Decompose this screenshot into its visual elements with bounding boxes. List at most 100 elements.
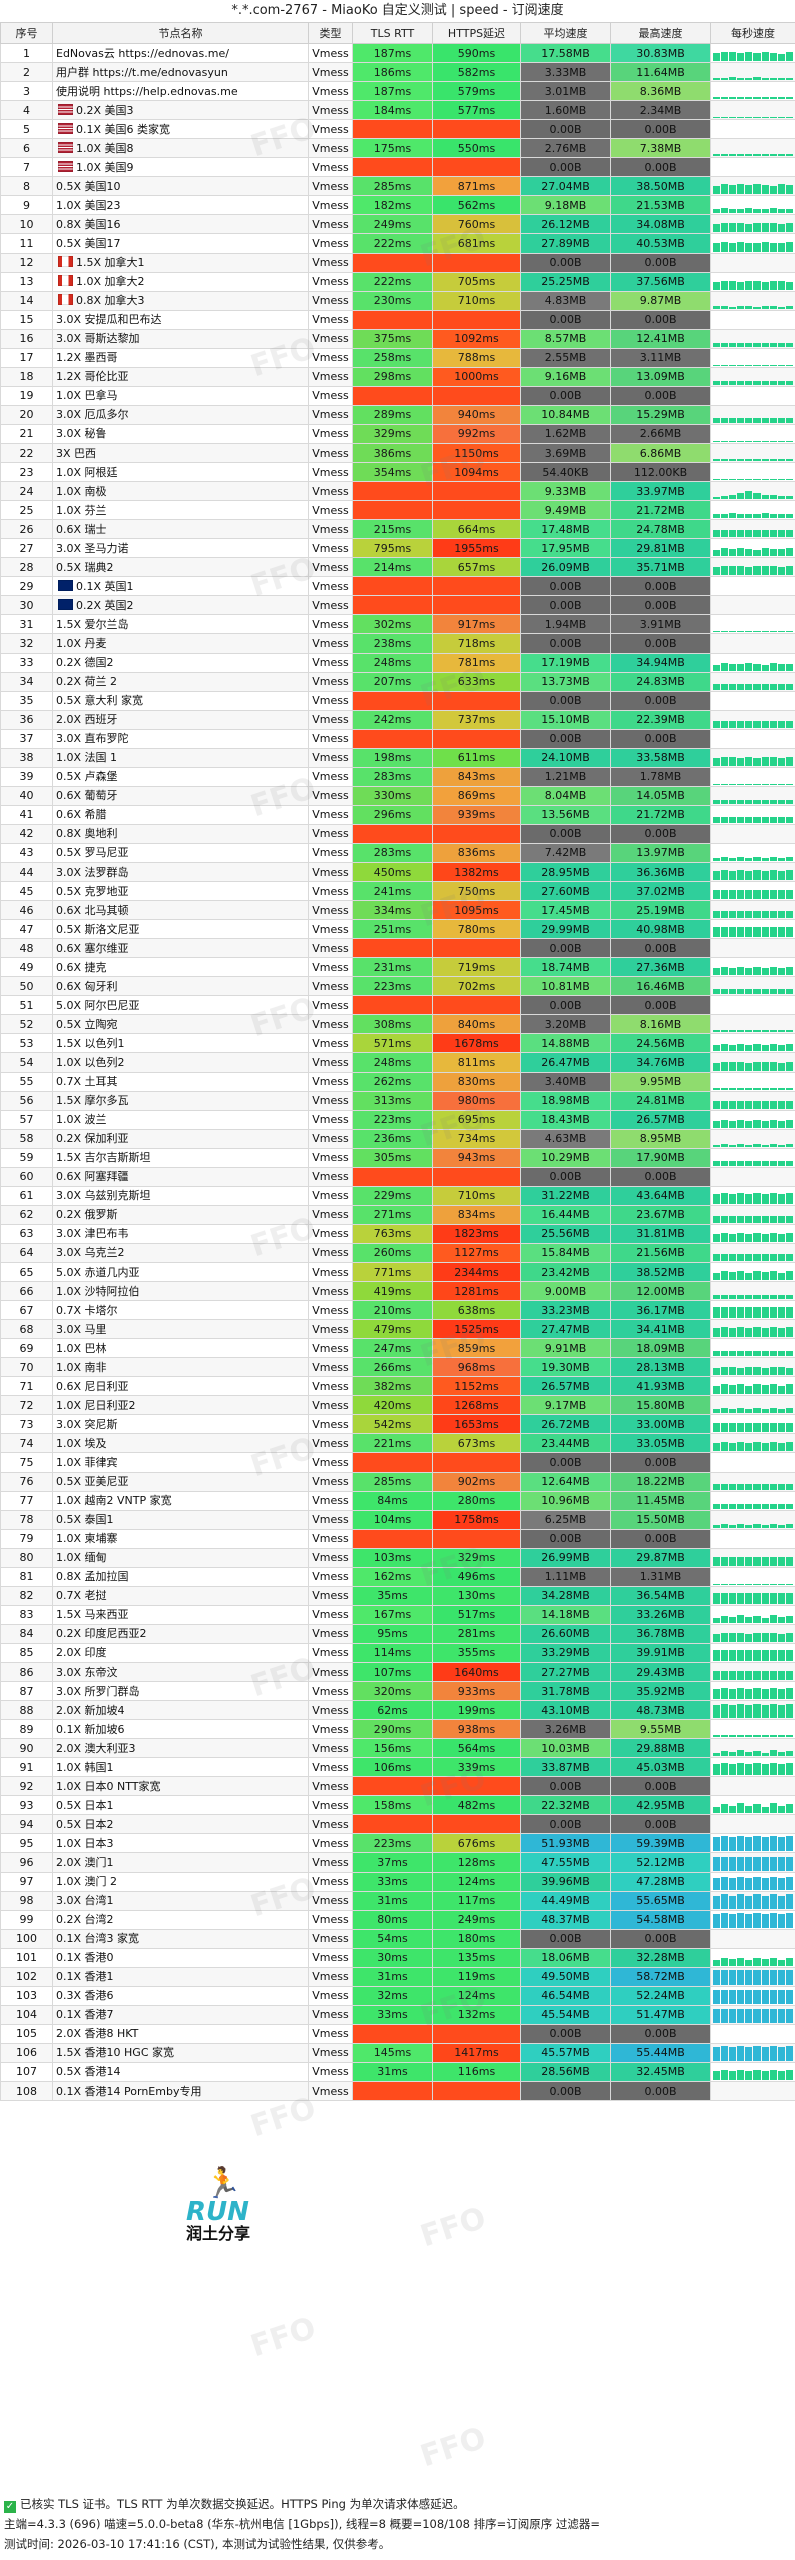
- header-max-speed[interactable]: 最高速度: [610, 22, 711, 44]
- table-row[interactable]: 99 0.2X 台湾2 Vmess 80ms 249ms 48.37MB 54.58MB: [0, 1909, 795, 1930]
- table-row[interactable]: 67 0.7X 卡塔尔 Vmess 210ms 638ms 33.23MB 36.17MB: [0, 1300, 795, 1321]
- table-row[interactable]: 21 3.0X 秘鲁 Vmess 329ms 992ms 1.62MB 2.66MB: [0, 423, 795, 444]
- table-row[interactable]: 2 用户群 https://t.me/ednovasyun Vmess 186ms 58…: [0, 62, 795, 83]
- table-row[interactable]: 60 0.6X 阿塞拜疆 Vmess 0.00B 0.00B: [0, 1166, 795, 1187]
- table-row[interactable]: 103 0.3X 香港6 Vmess 32ms 124ms 46.54MB 52.24MB: [0, 1985, 795, 2006]
- table-row[interactable]: 101 0.1X 香港0 Vmess 30ms 135ms 18.06MB 32.28MB: [0, 1947, 795, 1968]
- table-row[interactable]: 18 1.2X 哥伦比亚 Vmess 298ms 1000ms 9.16MB 13.09MB: [0, 366, 795, 387]
- table-row[interactable]: 39 0.5X 卢森堡 Vmess 283ms 843ms 1.21MB 1.78MB: [0, 766, 795, 787]
- table-row[interactable]: 5 0.1X 美国6 类家宽 Vmess 0.00B 0.00B: [0, 119, 795, 140]
- table-row[interactable]: 83 1.5X 马来西亚 Vmess 167ms 517ms 14.18MB 33.26MB: [0, 1604, 795, 1625]
- table-row[interactable]: 38 1.0X 法国 1 Vmess 198ms 611ms 24.10MB 33.58MB: [0, 747, 795, 768]
- table-row[interactable]: 15 3.0X 安提瓜和巴布达 Vmess 0.00B 0.00B: [0, 309, 795, 330]
- table-row[interactable]: 8 0.5X 美国10 Vmess 285ms 871ms 27.04MB 38.50MB: [0, 176, 795, 197]
- table-row[interactable]: 85 2.0X 印度 Vmess 114ms 355ms 33.29MB 39.91MB: [0, 1642, 795, 1663]
- table-row[interactable]: 91 1.0X 韩国1 Vmess 106ms 339ms 33.87MB 45.03MB: [0, 1757, 795, 1778]
- table-row[interactable]: 97 1.0X 澳门 2 Vmess 33ms 124ms 39.96MB 47.28MB: [0, 1871, 795, 1892]
- table-row[interactable]: 72 1.0X 尼日利亚2 Vmess 420ms 1268ms 9.17MB 15.80M…: [0, 1395, 795, 1416]
- table-row[interactable]: 93 0.5X 日本1 Vmess 158ms 482ms 22.32MB 42.95MB: [0, 1795, 795, 1816]
- table-row[interactable]: 9 1.0X 美国23 Vmess 182ms 562ms 9.18MB 21.53MB: [0, 195, 795, 216]
- table-row[interactable]: 49 0.6X 捷克 Vmess 231ms 719ms 18.74MB 27.36MB: [0, 957, 795, 978]
- header-https-latency[interactable]: HTTPS延迟: [432, 22, 521, 44]
- table-row[interactable]: 107 0.5X 香港14 Vmess 31ms 116ms 28.56MB 32.45MB: [0, 2061, 795, 2083]
- table-row[interactable]: 19 1.0X 巴拿马 Vmess 0.00B 0.00B: [0, 385, 795, 406]
- table-row[interactable]: 62 0.2X 俄罗斯 Vmess 271ms 834ms 16.44MB 23.67MB: [0, 1204, 795, 1225]
- table-row[interactable]: 37 3.0X 直布罗陀 Vmess 0.00B 0.00B: [0, 728, 795, 749]
- table-row[interactable]: 32 1.0X 丹麦 Vmess 238ms 718ms 0.00B 0.00B: [0, 633, 795, 654]
- table-row[interactable]: 104 0.1X 香港7 Vmess 33ms 132ms 45.54MB 51.47MB: [0, 2004, 795, 2025]
- table-row[interactable]: 28 0.5X 瑞典2 Vmess 214ms 657ms 26.09MB 35.71MB: [0, 557, 795, 578]
- table-row[interactable]: 10 0.8X 美国16 Vmess 249ms 760ms 26.12MB 34.08MB: [0, 214, 795, 235]
- table-row[interactable]: 30 0.2X 英国2 Vmess 0.00B 0.00B: [0, 595, 795, 616]
- table-row[interactable]: 58 0.2X 保加利亚 Vmess 236ms 734ms 4.63MB 8.95MB: [0, 1128, 795, 1149]
- table-row[interactable]: 48 0.6X 塞尔维亚 Vmess 0.00B 0.00B: [0, 938, 795, 959]
- table-row[interactable]: 66 1.0X 沙特阿拉伯 Vmess 419ms 1281ms 9.00MB 12.00M…: [0, 1281, 795, 1302]
- table-row[interactable]: 22 3X 巴西 Vmess 386ms 1150ms 3.69MB 6.86MB: [0, 442, 795, 464]
- table-row[interactable]: 11 0.5X 美国17 Vmess 222ms 681ms 27.89MB 40.53MB: [0, 233, 795, 254]
- table-row[interactable]: 77 1.0X 越南2 VNTP 家宽 Vmess 84ms 280ms 10.96MB 1…: [0, 1490, 795, 1511]
- table-row[interactable]: 35 0.5X 意大利 家宽 Vmess 0.00B 0.00B: [0, 690, 795, 711]
- table-row[interactable]: 12 1.5X 加拿大1 Vmess 0.00B 0.00B: [0, 252, 795, 273]
- table-row[interactable]: 46 0.6X 北马其顿 Vmess 334ms 1095ms 17.45MB 25.19M…: [0, 900, 795, 921]
- header-avg-speed[interactable]: 平均速度: [520, 22, 611, 44]
- table-row[interactable]: 44 3.0X 法罗群岛 Vmess 450ms 1382ms 28.95MB 36.36M…: [0, 862, 795, 883]
- table-row[interactable]: 71 0.6X 尼日利亚 Vmess 382ms 1152ms 26.57MB 41.93M…: [0, 1376, 795, 1397]
- table-row[interactable]: 73 3.0X 突尼斯 Vmess 542ms 1653ms 26.72MB 33.00MB: [0, 1414, 795, 1435]
- table-row[interactable]: 100 0.1X 台湾3 家宽 Vmess 54ms 180ms 0.00B 0.00B: [0, 1928, 795, 1949]
- table-row[interactable]: 76 0.5X 亚美尼亚 Vmess 285ms 902ms 12.64MB 18.22MB: [0, 1471, 795, 1492]
- table-row[interactable]: 33 0.2X 德国2 Vmess 248ms 781ms 17.19MB 34.94MB: [0, 652, 795, 673]
- header-per-second-speed[interactable]: 每秒速度: [710, 22, 795, 44]
- table-row[interactable]: 29 0.1X 英国1 Vmess 0.00B 0.00B: [0, 576, 795, 597]
- header-tls-rtt[interactable]: TLS RTT: [352, 22, 433, 44]
- table-row[interactable]: 55 0.7X 土耳其 Vmess 262ms 830ms 3.40MB 9.95MB: [0, 1071, 795, 1092]
- table-row[interactable]: 16 3.0X 哥斯达黎加 Vmess 375ms 1092ms 8.57MB 12.41M…: [0, 328, 795, 349]
- table-row[interactable]: 40 0.6X 葡萄牙 Vmess 330ms 869ms 8.04MB 14.05MB: [0, 785, 795, 806]
- table-row[interactable]: 6 1.0X 美国8 Vmess 175ms 550ms 2.76MB 7.38MB: [0, 138, 795, 159]
- table-row[interactable]: 27 3.0X 圣马力诺 Vmess 795ms 1955ms 17.95MB 29.81M…: [0, 538, 795, 559]
- table-row[interactable]: 84 0.2X 印度尼西亚2 Vmess 95ms 281ms 26.60MB 36.78M…: [0, 1623, 795, 1644]
- table-row[interactable]: 7 1.0X 美国9 Vmess 0.00B 0.00B: [0, 157, 795, 178]
- table-row[interactable]: 61 3.0X 乌兹别克斯坦 Vmess 229ms 710ms 31.22MB 43.64…: [0, 1185, 795, 1206]
- table-row[interactable]: 23 1.0X 阿根廷 Vmess 354ms 1094ms 54.40KB 112.00K…: [0, 462, 795, 483]
- table-row[interactable]: 78 0.5X 泰国1 Vmess 104ms 1758ms 6.25MB 15.50MB: [0, 1509, 795, 1530]
- table-row[interactable]: 95 1.0X 日本3 Vmess 223ms 676ms 51.93MB 59.39MB: [0, 1833, 795, 1854]
- table-row[interactable]: 88 2.0X 新加坡4 Vmess 62ms 199ms 43.10MB 48.73MB: [0, 1700, 795, 1721]
- table-row[interactable]: 13 1.0X 加拿大2 Vmess 222ms 705ms 25.25MB 37.56MB: [0, 271, 795, 292]
- table-row[interactable]: 92 1.0X 日本0 NTT家宽 Vmess 0.00B 0.00B: [0, 1776, 795, 1797]
- table-row[interactable]: 96 2.0X 澳门1 Vmess 37ms 128ms 47.55MB 52.12MB: [0, 1852, 795, 1873]
- table-row[interactable]: 4 0.2X 美国3 Vmess 184ms 577ms 1.60MB 2.34MB: [0, 100, 795, 121]
- table-row[interactable]: 90 2.0X 澳大利亚3 Vmess 156ms 564ms 10.03MB 29.88M…: [0, 1738, 795, 1759]
- table-row[interactable]: 31 1.5X 爱尔兰岛 Vmess 302ms 917ms 1.94MB 3.91MB: [0, 614, 795, 635]
- table-row[interactable]: 79 1.0X 柬埔寨 Vmess 0.00B 0.00B: [0, 1528, 795, 1549]
- table-row[interactable]: 59 1.5X 吉尔吉斯斯坦 Vmess 305ms 943ms 10.29MB 17.90…: [0, 1147, 795, 1168]
- table-row[interactable]: 3 使用说明 https://help.ednovas.me Vmess 187ms 5…: [0, 81, 795, 102]
- table-row[interactable]: 69 1.0X 巴林 Vmess 247ms 859ms 9.91MB 18.09MB: [0, 1338, 795, 1359]
- table-row[interactable]: 50 0.6X 匈牙利 Vmess 223ms 702ms 10.81MB 16.46MB: [0, 976, 795, 997]
- table-row[interactable]: 14 0.8X 加拿大3 Vmess 230ms 710ms 4.83MB 9.87MB: [0, 290, 795, 311]
- table-row[interactable]: 94 0.5X 日本2 Vmess 0.00B 0.00B: [0, 1814, 795, 1835]
- table-row[interactable]: 17 1.2X 墨西哥 Vmess 258ms 788ms 2.55MB 3.11MB: [0, 347, 795, 368]
- table-row[interactable]: 89 0.1X 新加坡6 Vmess 290ms 938ms 3.26MB 9.55MB: [0, 1719, 795, 1740]
- table-row[interactable]: 64 3.0X 乌克兰2 Vmess 260ms 1127ms 15.84MB 21.56M…: [0, 1242, 795, 1264]
- table-row[interactable]: 24 1.0X 南极 Vmess 9.33MB 33.97MB: [0, 481, 795, 502]
- header-node-name[interactable]: 节点名称: [52, 22, 309, 44]
- table-row[interactable]: 41 0.6X 希腊 Vmess 296ms 939ms 13.56MB 21.72MB: [0, 804, 795, 825]
- table-row[interactable]: 106 1.5X 香港10 HGC 家宽 Vmess 145ms 1417ms 45.57…: [0, 2042, 795, 2063]
- table-row[interactable]: 25 1.0X 芬兰 Vmess 9.49MB 21.72MB: [0, 500, 795, 521]
- table-row[interactable]: 75 1.0X 菲律宾 Vmess 0.00B 0.00B: [0, 1452, 795, 1473]
- table-row[interactable]: 80 1.0X 缅甸 Vmess 103ms 329ms 26.99MB 29.87MB: [0, 1547, 795, 1568]
- table-row[interactable]: 52 0.5X 立陶宛 Vmess 308ms 840ms 3.20MB 8.16MB: [0, 1014, 795, 1035]
- table-row[interactable]: 108 0.1X 香港14 PornEmby专用 Vmess 0.00B 0.00B: [0, 2081, 795, 2102]
- table-row[interactable]: 20 3.0X 厄瓜多尔 Vmess 289ms 940ms 10.84MB 15.29MB: [0, 404, 795, 425]
- table-row[interactable]: 105 2.0X 香港8 HKT Vmess 0.00B 0.00B: [0, 2023, 795, 2044]
- header-index[interactable]: 序号: [0, 22, 53, 44]
- table-row[interactable]: 65 5.0X 赤道几内亚 Vmess 771ms 2344ms 23.42MB 38.52…: [0, 1261, 795, 1283]
- table-row[interactable]: 42 0.8X 奥地利 Vmess 0.00B 0.00B: [0, 823, 795, 844]
- table-row[interactable]: 82 0.7X 老挝 Vmess 35ms 130ms 34.28MB 36.54MB: [0, 1585, 795, 1606]
- table-row[interactable]: 70 1.0X 南非 Vmess 266ms 968ms 19.30MB 28.13MB: [0, 1357, 795, 1378]
- table-row[interactable]: 53 1.5X 以色列1 Vmess 571ms 1678ms 14.88MB 24.56M…: [0, 1033, 795, 1054]
- table-row[interactable]: 63 3.0X 津巴布韦 Vmess 763ms 1823ms 25.56MB 31.81M…: [0, 1223, 795, 1244]
- table-row[interactable]: 54 1.0X 以色列2 Vmess 248ms 811ms 26.47MB 34.76MB: [0, 1052, 795, 1073]
- table-row[interactable]: 36 2.0X 西班牙 Vmess 242ms 737ms 15.10MB 22.39MB: [0, 709, 795, 730]
- table-row[interactable]: 74 1.0X 埃及 Vmess 221ms 673ms 23.44MB 33.05MB: [0, 1433, 795, 1454]
